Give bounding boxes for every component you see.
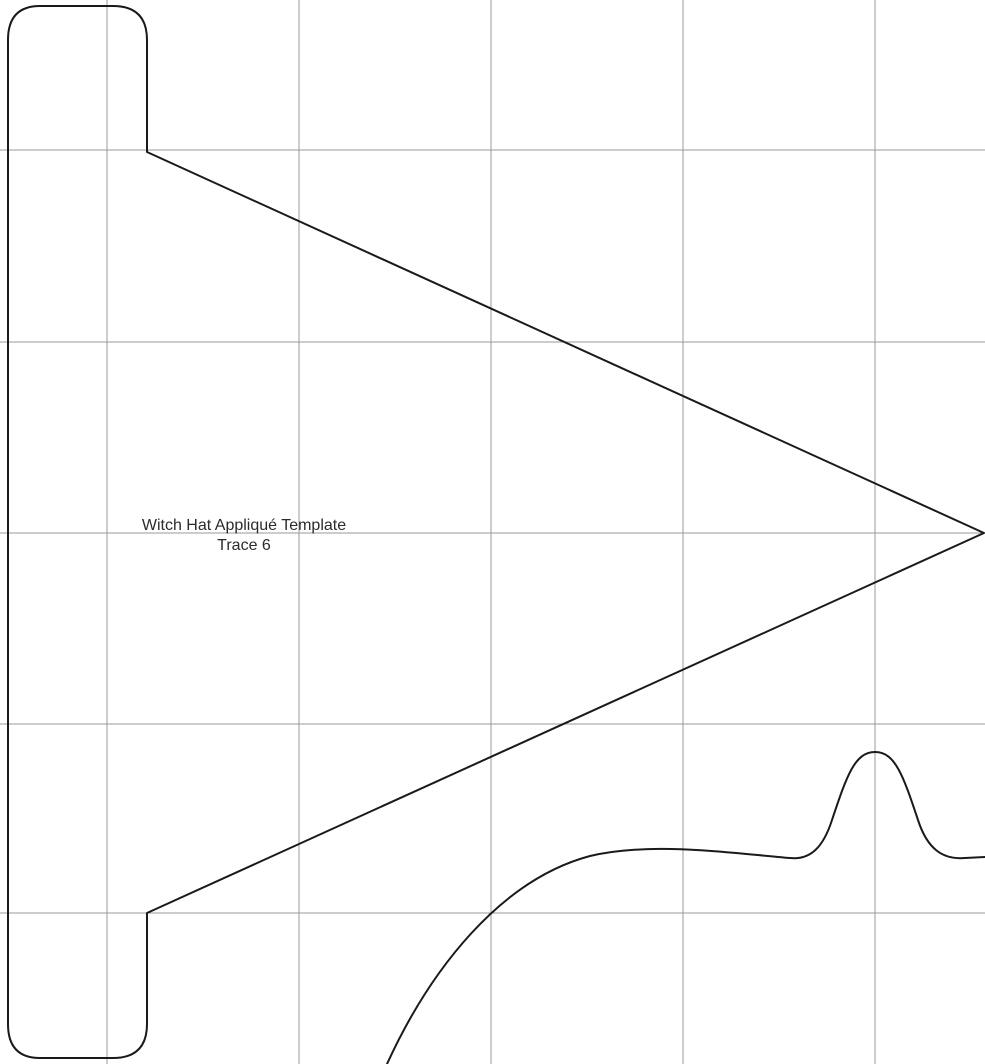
hat-brim-and-cone-outline xyxy=(7,5,985,1059)
hat-band-curve xyxy=(386,751,985,1064)
template-subtitle: Trace 6 xyxy=(217,537,271,554)
template-title: Witch Hat Appliqué Template xyxy=(141,517,347,534)
